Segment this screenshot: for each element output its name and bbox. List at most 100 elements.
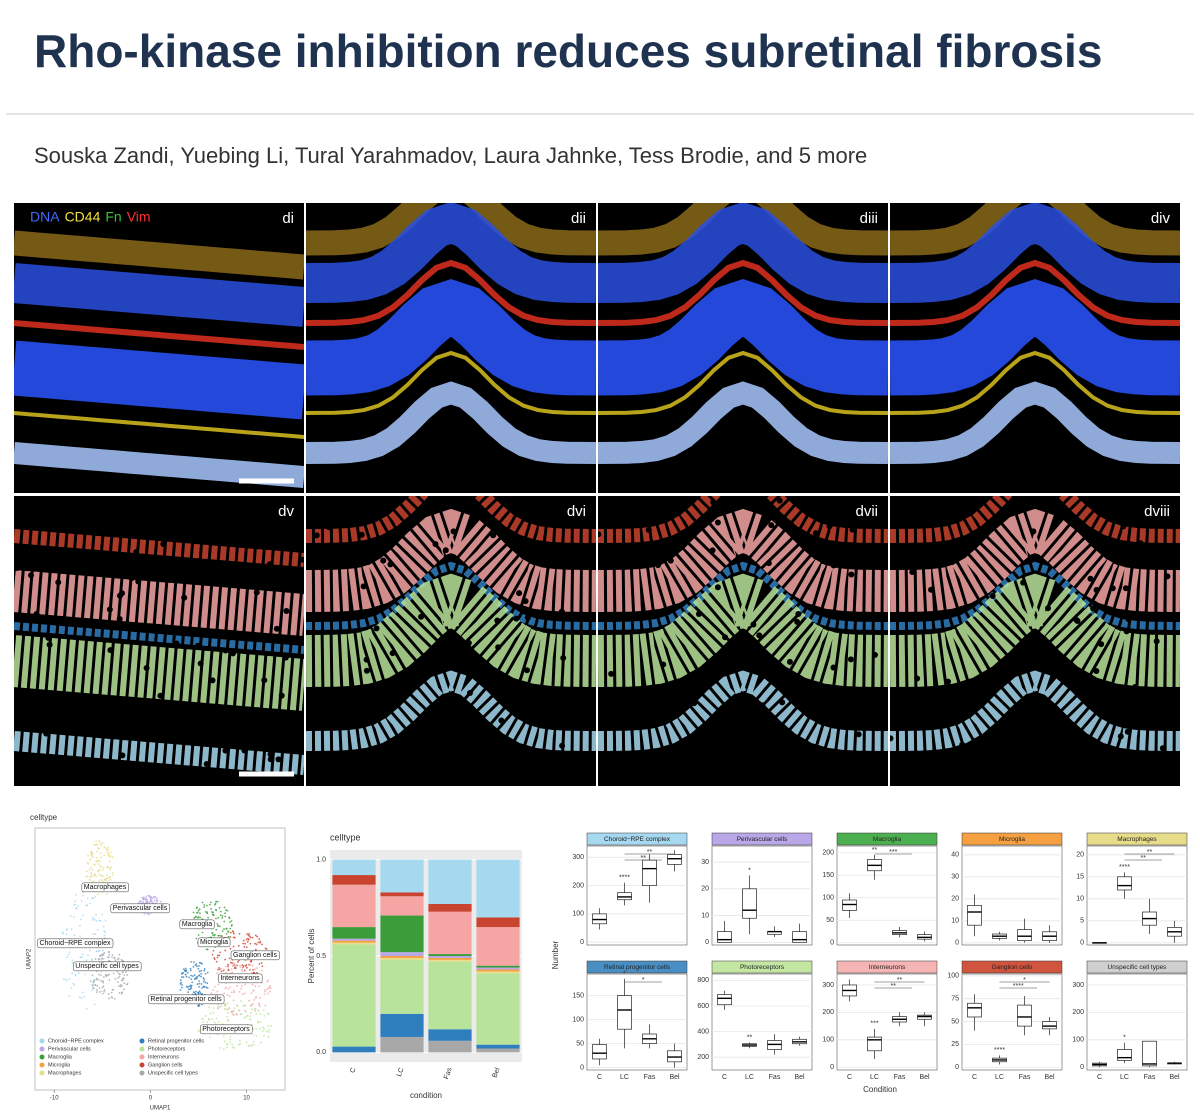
umap-point [144,898,147,900]
umap-point [243,945,246,948]
y-tick-label: 40 [951,852,959,859]
umap-point [219,910,222,913]
x-tick-label: Fas [644,1074,656,1081]
umap-point [103,846,106,848]
cell-dot [945,678,952,685]
umap-point [242,964,245,967]
cell-dot [1175,552,1180,559]
y-tick-label: 0 [1080,1064,1084,1071]
umap-point [155,899,158,902]
umap-point [231,971,234,974]
umap-point [98,949,101,952]
cell-dot [1125,616,1132,623]
bar-segment [476,967,520,970]
cell-dot [1026,558,1033,565]
significance-label: **** [619,875,630,882]
umap-point [212,914,215,916]
umap-point [79,935,82,938]
cell-dot [189,560,196,567]
y-tick-label: 100 [822,895,834,902]
umap-point [86,897,89,900]
cell-dot [786,658,793,665]
umap-point [108,959,111,962]
umap-point [245,1010,248,1013]
cell-dot [313,532,320,539]
umap-point [223,906,226,909]
umap-point [187,988,190,991]
umap-point [182,971,185,974]
umap-point [72,982,75,985]
umap-point [254,934,257,937]
cell-dot [213,508,220,515]
cell-dot [883,514,888,521]
cell-dot [795,753,802,760]
umap-point [263,1028,265,1030]
tissue-band [598,561,888,630]
umap-point [195,937,198,940]
umap-point [187,991,190,994]
cell-dot [872,721,879,728]
umap-point [100,990,103,993]
umap-point [227,988,230,990]
cell-dot [209,677,216,684]
umap-point [239,1043,242,1045]
cell-dot [210,562,217,569]
umap-point [242,966,244,969]
y-axis-label: Number [551,940,560,969]
umap-point [190,974,192,977]
cell-dot [266,561,273,568]
umap-point [198,990,201,993]
umap-point [233,967,236,970]
umap-point [192,965,195,968]
umap-point [246,940,249,943]
umap-point [108,866,111,869]
umap-point [248,999,250,1002]
umap-point [180,981,183,984]
umap-point [270,1025,273,1027]
umap-point [258,938,261,940]
cell-dot [959,741,966,748]
umap-point [91,974,94,977]
cell-dot [1090,605,1097,612]
y-tick-label: 30 [701,859,709,866]
box [642,859,657,886]
cell-dot [928,586,935,593]
umap-point [108,954,111,956]
umap-point [249,1015,252,1018]
umap-point [114,959,117,962]
cell-dot [989,592,996,599]
cell-dot [347,761,354,768]
cell-dot [849,526,856,533]
tissue-band [306,573,596,687]
bar-segment [476,927,520,966]
umap-point [106,874,108,877]
legend-swatch [39,1054,45,1060]
umap-point [106,866,109,869]
cell-dot [608,670,615,677]
cell-dot [1109,585,1116,592]
cell-dot [787,676,794,683]
tissue-band [598,496,888,543]
umap-point [143,912,146,915]
article-title[interactable]: Rho-kinase inhibition reduces subretinal… [34,25,1102,77]
tissue-band [14,635,304,711]
cell-dot [721,740,728,747]
umap-point [229,986,232,989]
bar-segment [380,892,424,897]
cell-dot [490,532,497,539]
authors[interactable]: Souska Zandi, Yuebing Li, Tural Yarahmad… [34,143,867,168]
tissue-band [598,259,888,326]
umap-point [142,901,145,904]
umap-point [233,1007,236,1009]
umap-point [80,997,83,1000]
umap-point [100,874,103,877]
umap-point [267,986,270,989]
y-tick-label: 50 [951,1018,959,1025]
panel-bg [961,845,1063,946]
umap-point [245,1041,248,1044]
umap-point [205,986,208,989]
umap-point [245,966,248,969]
cell-dot [389,650,396,657]
umap-point [142,898,144,900]
umap-point [189,984,192,987]
